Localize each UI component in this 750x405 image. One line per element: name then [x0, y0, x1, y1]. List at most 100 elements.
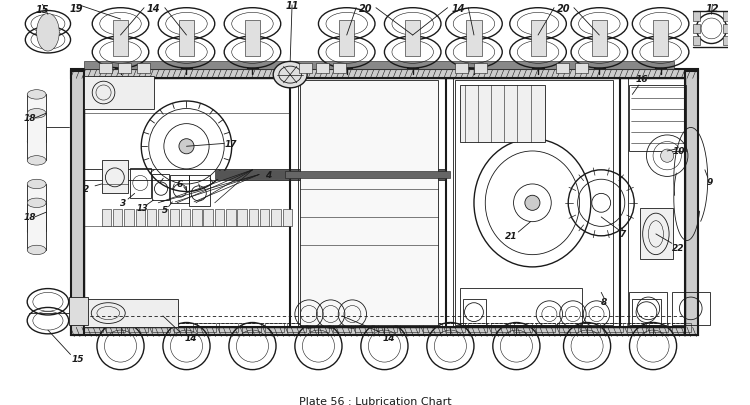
Bar	[378, 324, 397, 332]
Bar	[672, 324, 691, 332]
Ellipse shape	[27, 227, 46, 236]
Bar	[136, 210, 145, 227]
Bar	[723, 13, 730, 22]
Text: 15: 15	[35, 4, 49, 15]
Bar	[685, 72, 698, 335]
Bar	[147, 210, 156, 227]
Bar	[113, 21, 128, 57]
Bar	[106, 324, 125, 332]
Bar	[69, 297, 88, 326]
Text: 3: 3	[120, 199, 127, 208]
Bar	[265, 324, 284, 332]
Text: 14: 14	[452, 4, 465, 14]
Bar	[460, 86, 544, 142]
Bar	[192, 210, 202, 227]
Bar	[455, 64, 468, 74]
Text: 14: 14	[383, 333, 395, 342]
Text: 15: 15	[72, 354, 84, 363]
Bar	[286, 171, 451, 179]
Bar	[339, 21, 354, 57]
Bar	[203, 210, 213, 227]
Text: 10: 10	[672, 147, 685, 156]
Bar	[298, 64, 312, 74]
Bar	[460, 288, 582, 326]
Bar	[27, 203, 46, 250]
Bar	[84, 79, 685, 327]
Bar	[70, 70, 698, 79]
Bar	[556, 64, 569, 74]
Bar	[152, 174, 169, 200]
Text: 22: 22	[672, 243, 685, 252]
Bar	[723, 25, 730, 34]
Bar	[672, 293, 710, 326]
Ellipse shape	[27, 156, 46, 166]
Bar	[693, 13, 700, 22]
Bar	[466, 21, 482, 57]
Bar	[214, 210, 224, 227]
Bar	[113, 210, 122, 227]
Text: 9: 9	[706, 177, 712, 186]
Ellipse shape	[661, 150, 674, 163]
Bar	[84, 77, 154, 109]
Text: 19: 19	[70, 4, 83, 14]
Bar	[627, 324, 646, 332]
Text: 13: 13	[136, 204, 148, 213]
Bar	[693, 25, 700, 34]
Bar	[84, 299, 178, 327]
Bar	[238, 210, 247, 227]
Bar	[158, 210, 168, 227]
Bar	[118, 64, 131, 74]
Bar	[455, 81, 613, 326]
Bar	[84, 62, 674, 70]
Bar	[332, 324, 352, 332]
Bar	[102, 210, 111, 227]
Bar	[70, 72, 84, 335]
Bar	[332, 64, 346, 74]
Bar	[574, 64, 588, 74]
Bar	[463, 299, 486, 326]
Bar	[130, 168, 151, 198]
Bar	[136, 64, 150, 74]
Text: 7: 7	[619, 230, 625, 239]
Text: Plate 56 : Lubrication Chart: Plate 56 : Lubrication Chart	[298, 396, 452, 405]
Ellipse shape	[179, 139, 194, 154]
Ellipse shape	[27, 109, 46, 119]
Text: 20: 20	[556, 4, 570, 14]
Bar	[181, 210, 190, 227]
Bar	[356, 324, 374, 332]
Bar	[640, 208, 673, 260]
Bar	[179, 21, 194, 57]
Bar	[152, 324, 170, 332]
Bar	[604, 324, 623, 332]
Text: 18: 18	[23, 213, 36, 222]
Bar	[632, 299, 661, 326]
Bar	[27, 185, 46, 232]
Bar	[491, 324, 510, 332]
Ellipse shape	[27, 90, 46, 100]
Bar	[400, 324, 419, 332]
Bar	[316, 64, 328, 74]
Bar	[299, 81, 438, 326]
Bar	[196, 324, 216, 332]
Bar	[84, 324, 103, 332]
Bar	[581, 324, 600, 332]
Bar	[530, 21, 545, 57]
Bar	[653, 21, 668, 57]
Bar	[650, 324, 668, 332]
Text: 18: 18	[23, 114, 36, 123]
Bar	[102, 161, 128, 194]
Bar	[405, 21, 420, 57]
Bar	[592, 21, 607, 57]
Bar	[446, 324, 464, 332]
Text: 16: 16	[635, 75, 648, 84]
Bar	[468, 324, 488, 332]
Text: 2: 2	[82, 185, 88, 194]
Bar	[283, 210, 292, 227]
Bar	[629, 86, 686, 151]
Ellipse shape	[27, 198, 46, 208]
Bar	[272, 210, 280, 227]
Text: 8: 8	[601, 298, 608, 307]
Bar	[220, 324, 239, 332]
Text: 12: 12	[706, 4, 719, 14]
Bar	[245, 21, 260, 57]
